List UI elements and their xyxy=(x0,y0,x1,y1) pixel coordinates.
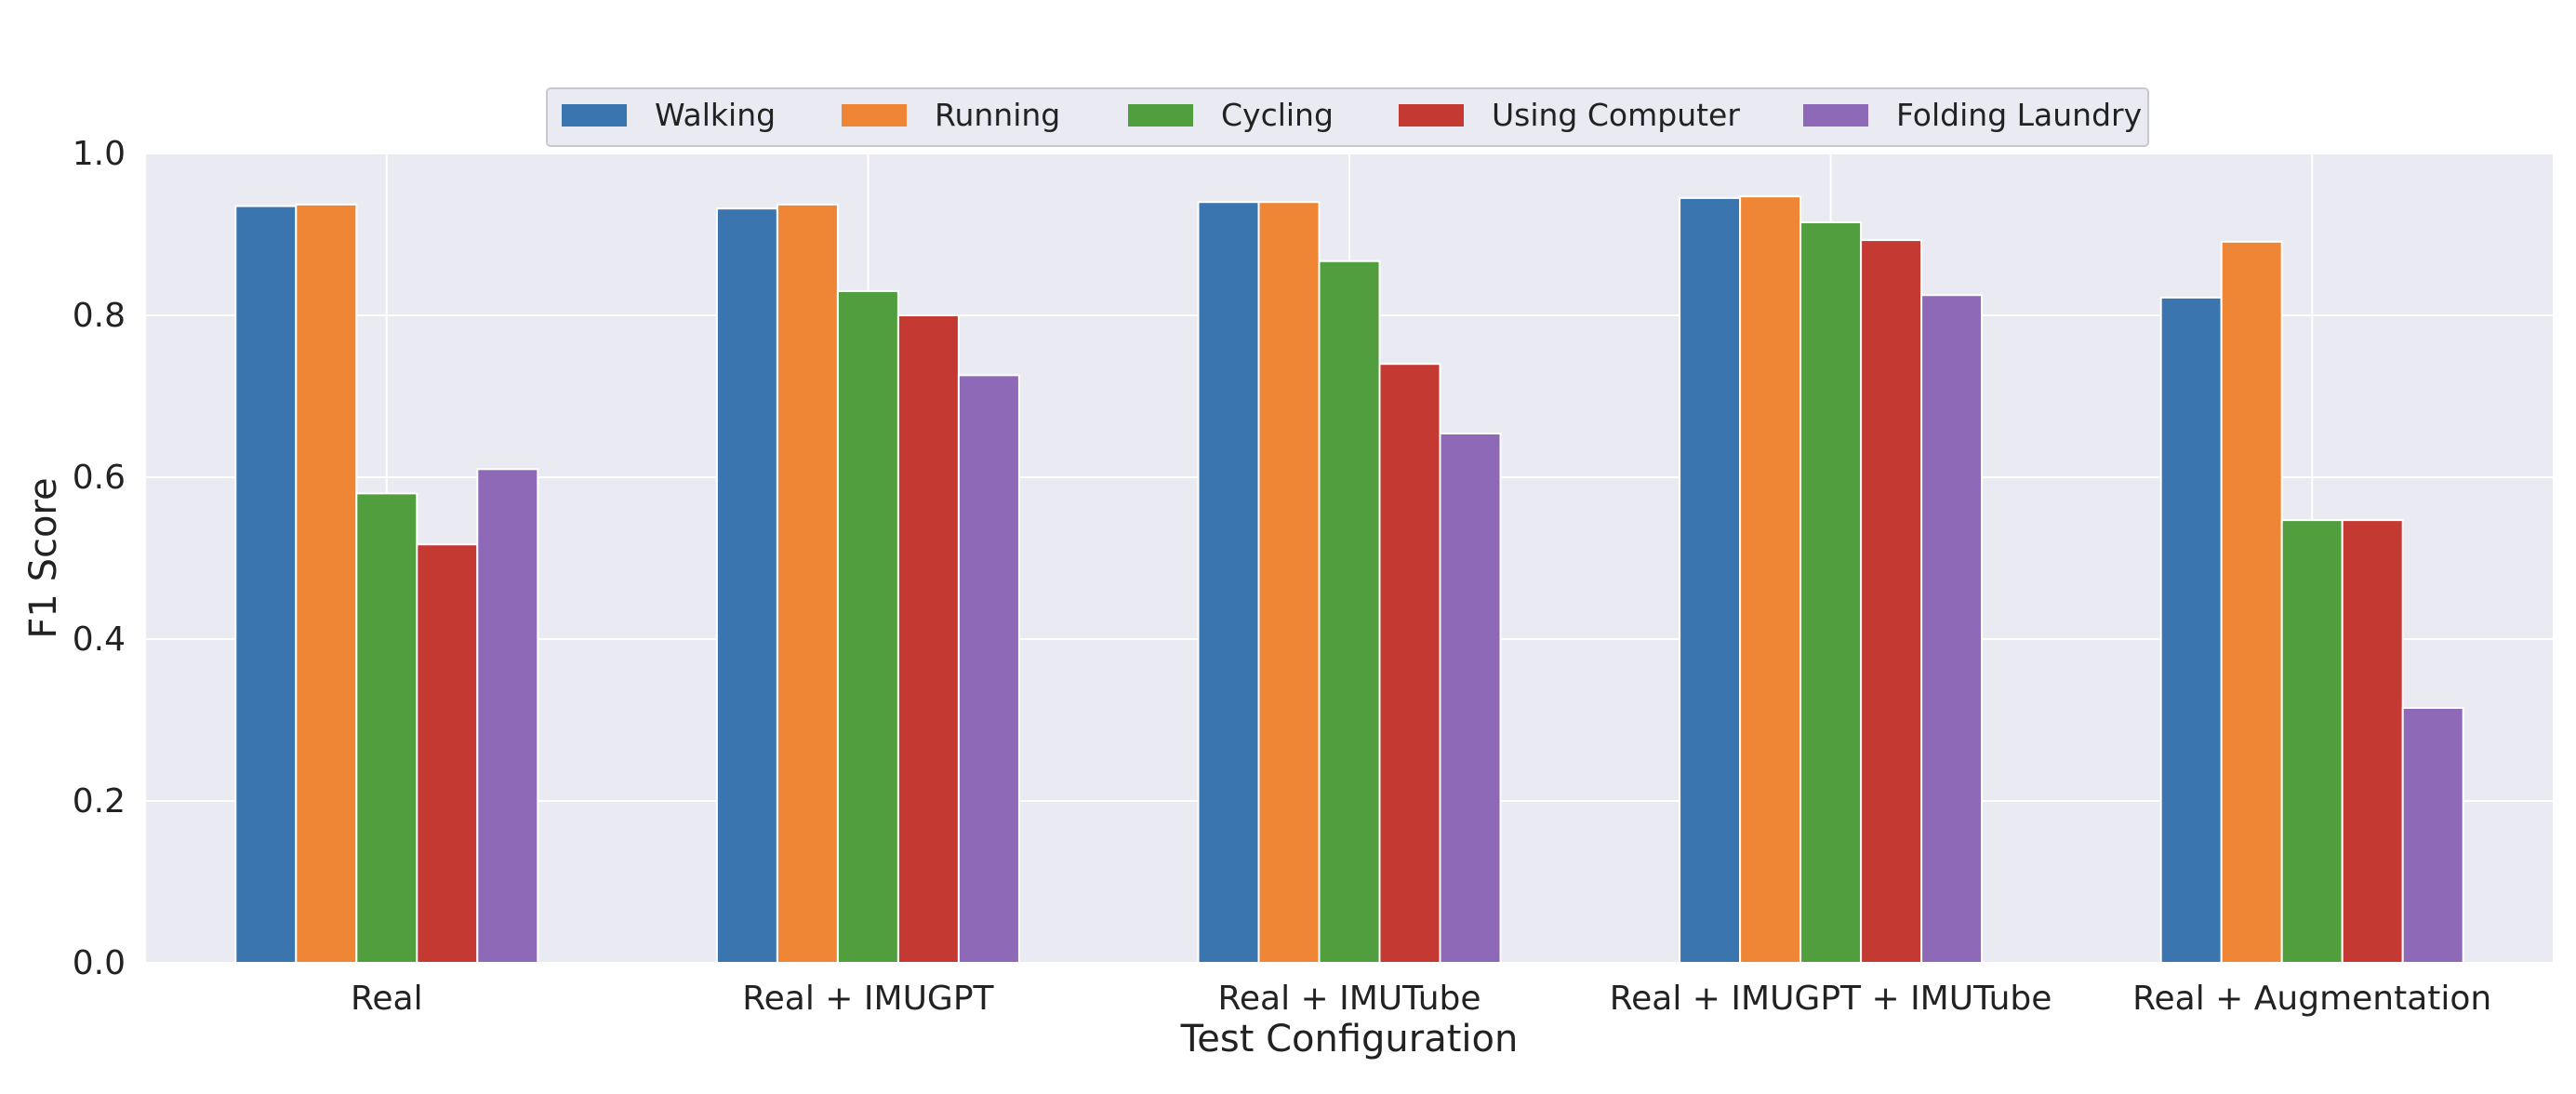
x-tick-label: Real + IMUTube xyxy=(1217,980,1481,1018)
legend-swatch xyxy=(562,104,627,127)
bar-folding-laundry xyxy=(2401,706,2464,964)
bar-cycling xyxy=(2280,519,2344,964)
y-tick-label: 0.6 xyxy=(73,459,126,497)
x-tick-label: Real xyxy=(351,980,423,1018)
legend-label: Running xyxy=(935,97,1060,133)
bars xyxy=(234,195,2464,965)
bar-folding-laundry xyxy=(1920,294,1984,964)
bar-folding-laundry xyxy=(957,374,1020,964)
y-tick-label: 0.8 xyxy=(73,297,126,335)
x-axis-title: Test Configuration xyxy=(1180,1018,1519,1061)
bar-running xyxy=(1257,201,1321,964)
y-tick-label: 0.2 xyxy=(73,782,126,820)
y-tick-label: 0.0 xyxy=(73,944,126,982)
bar-running xyxy=(295,203,358,964)
bar-cycling xyxy=(836,289,899,964)
legend-swatch xyxy=(842,104,907,127)
bar-using-computer xyxy=(1378,363,1441,964)
bar-walking xyxy=(1197,201,1260,964)
bar-using-computer xyxy=(896,314,960,964)
y-axis-title: F1 Score xyxy=(22,477,65,638)
bar-cycling xyxy=(1799,220,1863,964)
legend-swatch xyxy=(1803,104,1868,127)
bar-walking xyxy=(2159,296,2223,964)
bar-using-computer xyxy=(416,543,479,965)
y-tick-labels: 0.0 0.2 0.4 0.6 0.8 1.0 xyxy=(73,135,126,982)
y-tick-label: 1.0 xyxy=(73,135,126,173)
legend-swatch xyxy=(1399,104,1464,127)
legend: Walking Running Cycling Using Computer Foldi… xyxy=(546,87,2149,147)
bar-using-computer xyxy=(1860,239,1923,964)
legend-label: Walking xyxy=(655,97,776,133)
bar-walking xyxy=(715,207,778,965)
legend-label: Using Computer xyxy=(1492,97,1740,133)
bar-running xyxy=(2220,240,2283,964)
legend-label: Folding Laundry xyxy=(1896,97,2142,133)
bar-folding-laundry xyxy=(1439,433,1502,964)
legend-label: Cycling xyxy=(1221,97,1334,133)
x-tick-label: Real + IMUGPT + IMUTube xyxy=(1610,980,2052,1018)
bar-using-computer xyxy=(2341,519,2404,964)
bar-cycling xyxy=(1318,260,1381,964)
bar-folding-laundry xyxy=(476,468,539,964)
bar-running xyxy=(776,203,839,964)
legend-swatch xyxy=(1128,104,1193,127)
bar-walking xyxy=(1679,196,1742,965)
bar-running xyxy=(1739,195,1802,965)
legend-frame xyxy=(546,87,2149,147)
bar-cycling xyxy=(355,492,418,965)
x-tick-label: Real + Augmentation xyxy=(2132,980,2491,1018)
y-tick-label: 0.4 xyxy=(73,620,126,659)
bar-walking xyxy=(234,205,298,965)
x-tick-labels: Real Real + IMUGPT Real + IMUTube Real + IM… xyxy=(351,980,2491,1018)
x-tick-label: Real + IMUGPT xyxy=(742,980,994,1018)
